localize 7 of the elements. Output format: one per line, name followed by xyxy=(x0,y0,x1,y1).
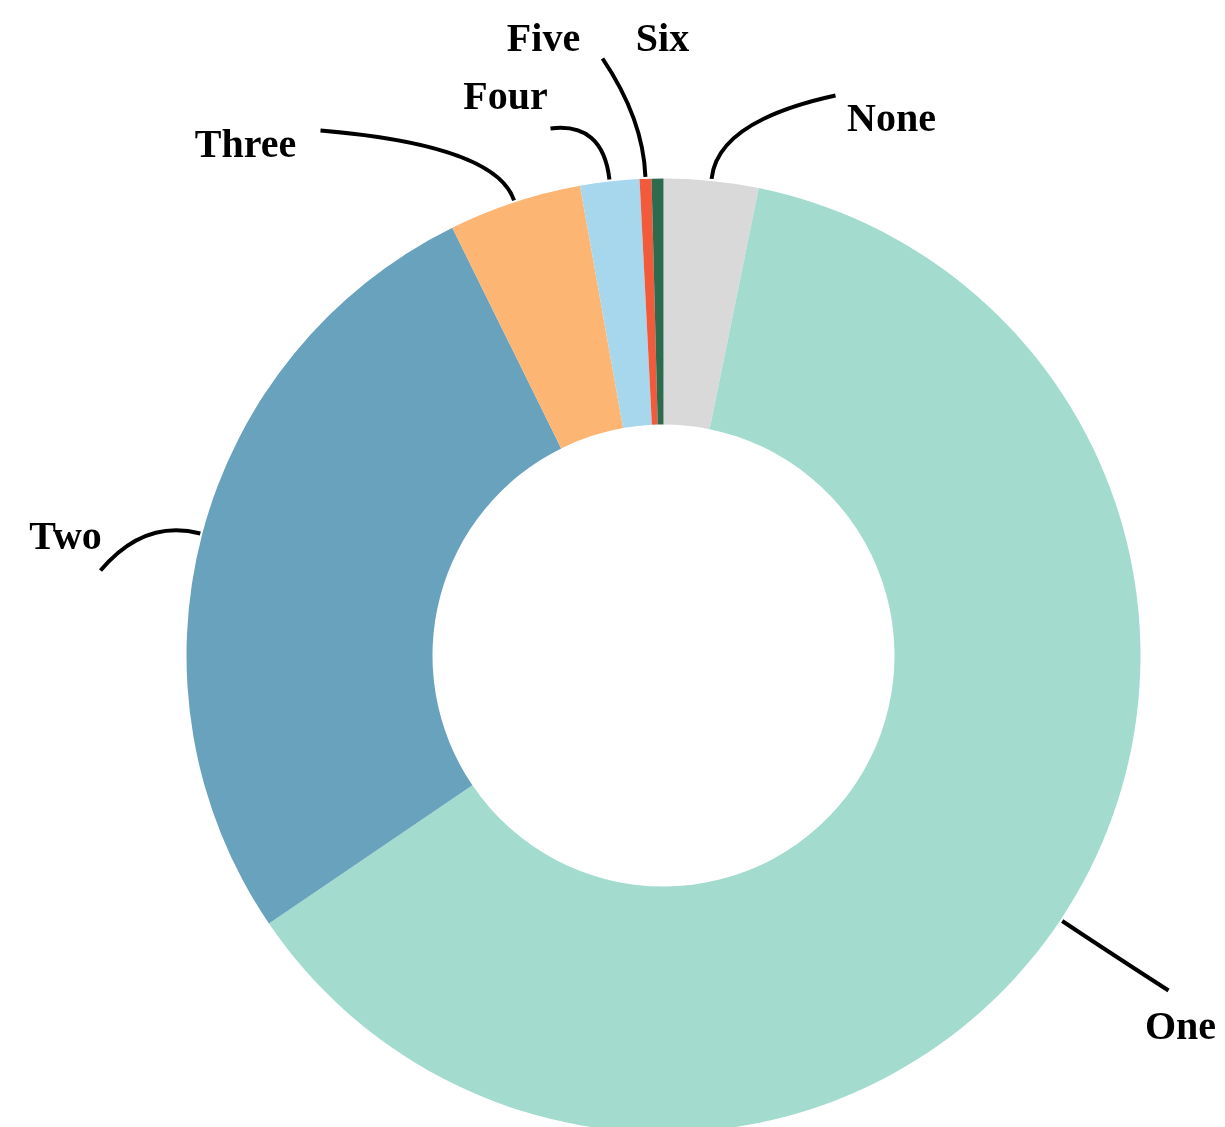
slice-label: Six xyxy=(635,15,690,60)
slice-label: None xyxy=(847,95,936,140)
slice-label: Two xyxy=(29,513,102,558)
slice-label: Three xyxy=(194,121,297,166)
slice-label: Four xyxy=(463,73,548,118)
slice-label: One xyxy=(1144,1003,1217,1048)
slice-label: Five xyxy=(506,15,581,60)
